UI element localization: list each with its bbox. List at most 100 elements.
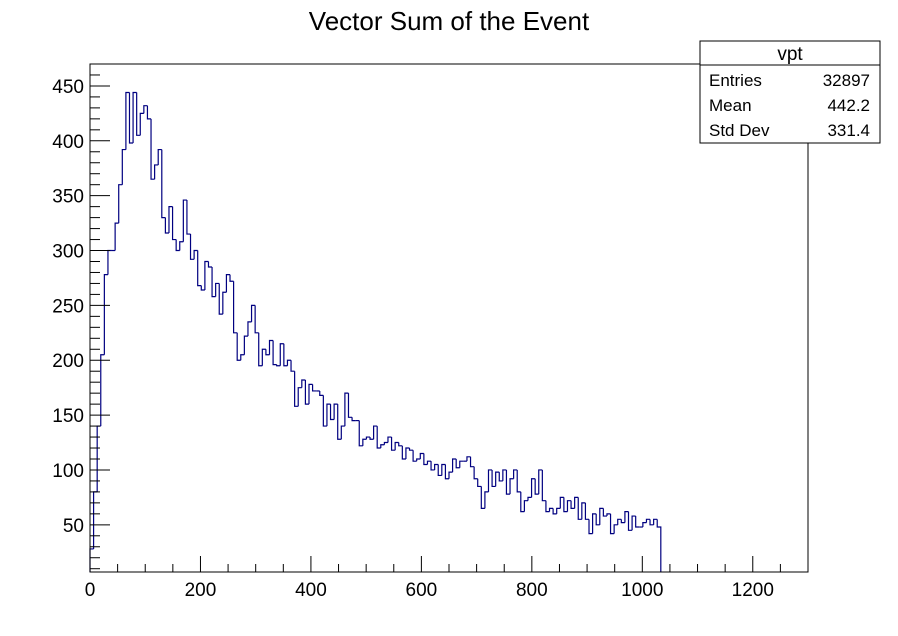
histogram-bin (218, 283, 223, 315)
histogram-bin (236, 332, 241, 361)
histogram-bin (254, 305, 259, 334)
histogram-bin (405, 447, 410, 459)
histogram-bin (584, 502, 590, 520)
histogram-bin (168, 206, 173, 233)
histogram-bin (401, 445, 406, 460)
histogram-bin (451, 458, 457, 473)
histogram-bin (649, 519, 654, 526)
histogram-bin (121, 148, 126, 185)
histogram-bin (261, 348, 266, 366)
stats-frame (699, 40, 881, 144)
histogram-bin (233, 281, 238, 334)
y-tick-label: 300 (52, 242, 84, 263)
x-tick-label: 600 (406, 580, 438, 601)
histogram-bin (322, 395, 327, 427)
histogram-bin (215, 282, 220, 297)
histogram-bin (258, 332, 263, 367)
histogram-bin (344, 392, 349, 427)
histogram-bin (100, 354, 105, 427)
histogram-bin (394, 441, 399, 451)
histogram-bin (563, 497, 568, 513)
y-tick-label: 100 (52, 461, 84, 482)
histogram-bin (272, 340, 277, 366)
histogram-bin (290, 360, 295, 372)
stats-box: vpt Entries 32897 Mean 442.2 Std Dev 331… (699, 40, 881, 144)
histogram-bin (311, 384, 317, 392)
histogram-bin (441, 463, 446, 476)
histogram-bin (276, 364, 281, 367)
histogram-bin (171, 206, 177, 241)
histogram-bin (365, 436, 371, 440)
histogram-bin (509, 478, 514, 495)
y-tick-label: 350 (52, 187, 84, 208)
histogram-bin (620, 519, 625, 524)
histogram-bin (376, 426, 381, 449)
chart-title: Vector Sum of the Event (309, 6, 590, 36)
histogram-bin (200, 285, 205, 291)
histogram-bin (301, 379, 306, 388)
histogram-bin (211, 266, 216, 298)
histogram-bin (469, 456, 475, 468)
histogram-bin (125, 91, 130, 150)
histogram-bin (627, 511, 633, 531)
histogram-bin (653, 518, 658, 525)
histogram-bin (351, 417, 356, 422)
histogram-bin (326, 403, 331, 427)
histogram-bin (283, 343, 288, 367)
histogram-bin (477, 478, 482, 488)
histogram-bin (624, 511, 629, 523)
histogram-bin (484, 491, 489, 509)
x-tick-label: 200 (185, 580, 217, 601)
histogram-bin (247, 321, 252, 337)
histogram-bin (423, 453, 428, 466)
histogram-bin (207, 261, 213, 268)
stats-entries-label: Entries (709, 71, 762, 90)
histogram-bin (513, 469, 518, 479)
histogram-bin (175, 239, 180, 252)
histogram-bin (186, 200, 191, 235)
histogram-bin (373, 425, 378, 440)
histogram-bin (268, 339, 274, 355)
histogram-bin (434, 463, 439, 470)
histogram-bin (548, 507, 554, 512)
histogram-bin (398, 442, 403, 447)
histogram-bin (229, 274, 234, 282)
axes: 0 200 400 600 800 1000 1200 50 100 150 200 250 300 35… (52, 63, 809, 601)
histogram-bin (340, 425, 345, 440)
histogram-bin (541, 469, 546, 502)
histogram-bin (222, 291, 227, 315)
histogram-bin (459, 460, 464, 468)
x-tick-label: 1200 (732, 580, 774, 601)
histogram-bin (505, 469, 511, 495)
histogram-bin (599, 507, 604, 525)
histogram-bin (656, 519, 662, 572)
histogram-bin (279, 343, 284, 366)
histogram-bin (128, 92, 134, 144)
histogram-bin (408, 448, 414, 451)
histogram-bin (617, 518, 622, 525)
stats-mean-value: 442.2 (827, 96, 870, 115)
histogram-bin (495, 471, 500, 487)
histogram-bin (635, 516, 640, 528)
histogram-bin (387, 436, 392, 443)
histogram-bin (566, 500, 572, 512)
histogram-bin (179, 241, 184, 251)
histogram-bin (592, 513, 597, 534)
histogram-bin (609, 513, 615, 535)
stats-stddev-value: 331.4 (827, 121, 870, 140)
histogram-bin (164, 217, 169, 234)
stats-name: vpt (777, 44, 803, 65)
histogram-bin (577, 497, 582, 520)
histogram-bin (574, 496, 579, 509)
stats-mean-label: Mean (709, 96, 752, 115)
histogram-bin (516, 469, 521, 493)
histogram-bin (480, 486, 485, 509)
histogram-bin (193, 249, 198, 260)
histogram-bin (154, 164, 159, 180)
histogram-bin (150, 118, 155, 180)
histogram-bin (139, 112, 144, 136)
histogram-bin (487, 469, 493, 492)
histogram-bin (362, 438, 367, 446)
histogram-bin (412, 450, 417, 462)
